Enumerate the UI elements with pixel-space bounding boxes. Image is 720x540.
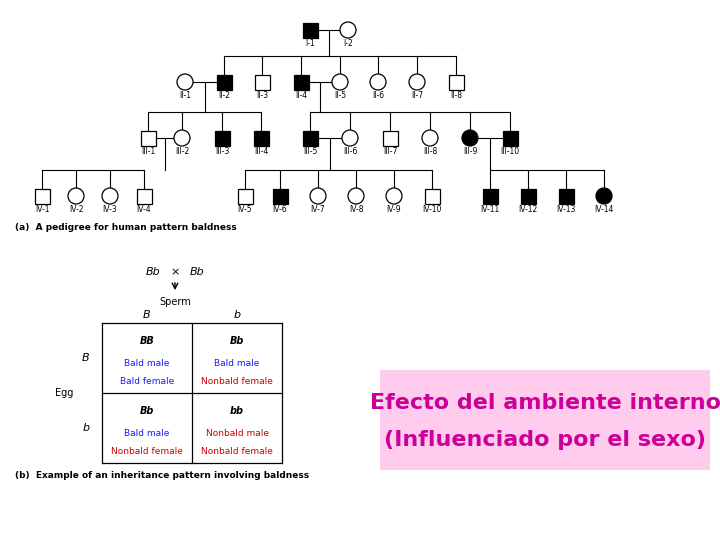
Text: II-7: II-7 xyxy=(411,91,423,100)
Bar xyxy=(215,131,230,145)
Text: (b)  Example of an inheritance pattern involving baldness: (b) Example of an inheritance pattern in… xyxy=(15,471,309,480)
Text: IV-8: IV-8 xyxy=(348,206,364,214)
Text: IV-1: IV-1 xyxy=(35,206,49,214)
Circle shape xyxy=(177,74,193,90)
Text: Nonbald female: Nonbald female xyxy=(201,376,273,386)
Text: BB: BB xyxy=(140,335,154,346)
Text: I-2: I-2 xyxy=(343,39,353,49)
Text: IV-3: IV-3 xyxy=(103,206,117,214)
Bar xyxy=(254,75,269,90)
Circle shape xyxy=(348,188,364,204)
Bar xyxy=(302,131,318,145)
Text: Bald female: Bald female xyxy=(120,376,174,386)
Circle shape xyxy=(310,188,326,204)
Circle shape xyxy=(422,130,438,146)
Bar xyxy=(559,188,574,204)
Circle shape xyxy=(409,74,425,90)
Bar xyxy=(35,188,50,204)
Text: IV-13: IV-13 xyxy=(557,206,576,214)
Text: II-4: II-4 xyxy=(295,91,307,100)
Circle shape xyxy=(342,130,358,146)
Text: IV-11: IV-11 xyxy=(480,206,500,214)
Text: III-3: III-3 xyxy=(215,147,229,157)
Text: Nonbald female: Nonbald female xyxy=(201,447,273,456)
Text: II-6: II-6 xyxy=(372,91,384,100)
Circle shape xyxy=(462,130,478,146)
Text: IV-12: IV-12 xyxy=(518,206,538,214)
Text: Bb: Bb xyxy=(189,267,204,277)
Text: Bb: Bb xyxy=(140,406,154,415)
Text: III-8: III-8 xyxy=(423,147,437,157)
Circle shape xyxy=(174,130,190,146)
Text: IV-5: IV-5 xyxy=(238,206,252,214)
Text: IV-2: IV-2 xyxy=(68,206,84,214)
Text: (Influenciado por el sexo): (Influenciado por el sexo) xyxy=(384,430,706,450)
Text: II-8: II-8 xyxy=(450,91,462,100)
Text: IV-10: IV-10 xyxy=(423,206,441,214)
Text: b: b xyxy=(82,423,89,433)
Text: III-6: III-6 xyxy=(343,147,357,157)
Bar xyxy=(503,131,518,145)
Text: IV-6: IV-6 xyxy=(273,206,287,214)
Bar xyxy=(482,188,498,204)
Bar xyxy=(238,188,253,204)
Circle shape xyxy=(332,74,348,90)
Text: Egg: Egg xyxy=(55,388,73,398)
Text: Bald male: Bald male xyxy=(215,359,260,368)
Text: bb: bb xyxy=(230,406,244,415)
Text: II-2: II-2 xyxy=(218,91,230,100)
Bar xyxy=(253,131,269,145)
Circle shape xyxy=(102,188,118,204)
Text: b: b xyxy=(233,310,240,320)
Bar xyxy=(521,188,536,204)
Bar xyxy=(302,23,318,37)
Text: II-3: II-3 xyxy=(256,91,268,100)
Text: Sperm: Sperm xyxy=(159,297,191,307)
Text: B: B xyxy=(143,310,150,320)
Text: Bb: Bb xyxy=(230,335,244,346)
Bar xyxy=(294,75,308,90)
Bar xyxy=(380,370,710,470)
Text: Bald male: Bald male xyxy=(125,359,170,368)
Text: Nonbald female: Nonbald female xyxy=(111,447,183,456)
Bar xyxy=(217,75,232,90)
Circle shape xyxy=(370,74,386,90)
Text: IV-14: IV-14 xyxy=(594,206,613,214)
Text: I-1: I-1 xyxy=(305,39,315,49)
Text: III-2: III-2 xyxy=(175,147,189,157)
Text: III-5: III-5 xyxy=(303,147,318,157)
Text: Nonbald male: Nonbald male xyxy=(205,429,269,438)
Text: IV-7: IV-7 xyxy=(311,206,325,214)
Text: Bb: Bb xyxy=(145,267,161,277)
Bar xyxy=(140,131,156,145)
Text: Bald male: Bald male xyxy=(125,429,170,438)
Text: IV-9: IV-9 xyxy=(387,206,401,214)
Text: III-9: III-9 xyxy=(463,147,477,157)
Text: II-1: II-1 xyxy=(179,91,191,100)
Text: B: B xyxy=(82,353,90,363)
Text: (a)  A pedigree for human pattern baldness: (a) A pedigree for human pattern baldnes… xyxy=(15,224,237,233)
Circle shape xyxy=(340,22,356,38)
Text: Efecto del ambiente interno: Efecto del ambiente interno xyxy=(369,393,720,413)
Text: III-4: III-4 xyxy=(254,147,268,157)
Circle shape xyxy=(596,188,612,204)
Text: III-7: III-7 xyxy=(383,147,397,157)
Circle shape xyxy=(386,188,402,204)
Text: III-1: III-1 xyxy=(141,147,155,157)
Text: II-5: II-5 xyxy=(334,91,346,100)
Bar xyxy=(272,188,287,204)
Bar xyxy=(382,131,397,145)
Circle shape xyxy=(68,188,84,204)
Text: ×: × xyxy=(171,267,180,277)
Text: III-10: III-10 xyxy=(500,147,520,157)
Bar xyxy=(449,75,464,90)
Bar xyxy=(137,188,151,204)
Bar xyxy=(425,188,439,204)
Text: IV-4: IV-4 xyxy=(137,206,151,214)
